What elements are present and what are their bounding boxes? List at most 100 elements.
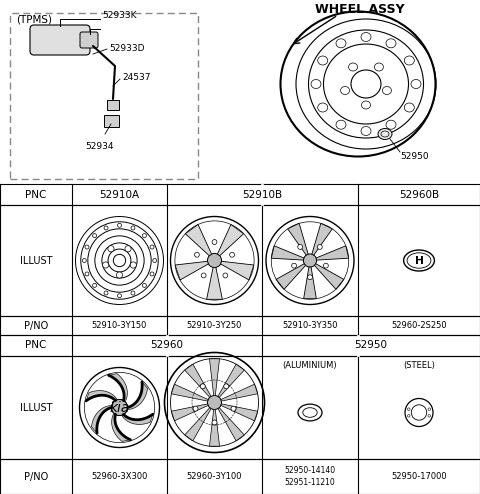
Polygon shape <box>304 267 316 299</box>
Text: (TPMS): (TPMS) <box>16 15 52 25</box>
Circle shape <box>125 246 131 252</box>
Circle shape <box>224 384 229 389</box>
Text: P/NO: P/NO <box>24 321 48 330</box>
Circle shape <box>231 406 236 411</box>
Circle shape <box>111 400 128 415</box>
Text: (ALUMINIUM): (ALUMINIUM) <box>283 361 337 370</box>
Ellipse shape <box>383 86 391 94</box>
Circle shape <box>83 258 86 262</box>
Circle shape <box>131 291 135 295</box>
Text: 52960-3Y100: 52960-3Y100 <box>187 472 242 481</box>
Polygon shape <box>209 410 219 446</box>
Circle shape <box>308 275 312 280</box>
Circle shape <box>118 294 121 298</box>
Circle shape <box>207 253 222 268</box>
Text: ILLUST: ILLUST <box>20 255 52 265</box>
Polygon shape <box>276 264 306 289</box>
Text: 52960: 52960 <box>151 340 183 351</box>
Text: 52933K: 52933K <box>102 11 136 20</box>
Circle shape <box>212 240 217 245</box>
Polygon shape <box>217 224 244 256</box>
Circle shape <box>118 223 121 227</box>
Polygon shape <box>209 359 219 396</box>
Polygon shape <box>185 408 211 441</box>
Ellipse shape <box>386 39 396 48</box>
Ellipse shape <box>336 120 346 129</box>
Text: PNC: PNC <box>25 340 47 351</box>
Circle shape <box>201 273 206 278</box>
Polygon shape <box>185 364 211 397</box>
Text: 52950-17000: 52950-17000 <box>391 472 447 481</box>
Polygon shape <box>127 382 147 410</box>
Ellipse shape <box>336 39 346 48</box>
Text: 52934: 52934 <box>86 142 114 151</box>
Circle shape <box>150 272 154 276</box>
Circle shape <box>428 414 431 417</box>
Circle shape <box>103 262 109 268</box>
Circle shape <box>93 234 96 238</box>
Text: (STEEL): (STEEL) <box>403 361 435 370</box>
Ellipse shape <box>361 33 371 41</box>
Ellipse shape <box>386 120 396 129</box>
Polygon shape <box>86 391 117 401</box>
Circle shape <box>324 263 328 268</box>
Polygon shape <box>221 404 258 421</box>
Text: 52950: 52950 <box>355 340 387 351</box>
Text: 52960-2S250: 52960-2S250 <box>391 321 447 330</box>
Ellipse shape <box>318 56 328 65</box>
Text: 52933D: 52933D <box>109 44 144 53</box>
Circle shape <box>111 400 128 415</box>
Circle shape <box>428 408 431 411</box>
Circle shape <box>131 226 135 230</box>
Circle shape <box>143 234 146 238</box>
Polygon shape <box>221 261 254 280</box>
Polygon shape <box>121 414 153 424</box>
Circle shape <box>303 254 317 267</box>
Ellipse shape <box>318 103 328 112</box>
Ellipse shape <box>411 80 421 88</box>
Polygon shape <box>185 224 212 256</box>
Circle shape <box>193 406 198 411</box>
Circle shape <box>223 273 228 278</box>
Circle shape <box>153 258 156 262</box>
Circle shape <box>200 384 205 389</box>
Polygon shape <box>91 406 112 433</box>
Circle shape <box>298 245 302 249</box>
Text: 52960-3X300: 52960-3X300 <box>91 472 148 481</box>
Polygon shape <box>288 223 308 255</box>
Circle shape <box>229 252 235 257</box>
Circle shape <box>212 420 217 425</box>
Polygon shape <box>171 404 208 421</box>
Circle shape <box>194 252 199 257</box>
Polygon shape <box>221 384 258 401</box>
Text: 52910A: 52910A <box>99 190 140 200</box>
Text: ILLUST: ILLUST <box>20 403 52 412</box>
Polygon shape <box>314 264 344 289</box>
Circle shape <box>104 226 108 230</box>
Text: 52910B: 52910B <box>242 190 283 200</box>
Circle shape <box>117 272 122 278</box>
Polygon shape <box>171 384 208 401</box>
Polygon shape <box>175 261 208 280</box>
Circle shape <box>408 414 410 417</box>
Text: 24537: 24537 <box>122 74 151 82</box>
Ellipse shape <box>361 101 371 109</box>
Ellipse shape <box>311 80 321 88</box>
Ellipse shape <box>404 56 414 65</box>
Text: P/NO: P/NO <box>24 471 48 482</box>
Circle shape <box>408 408 410 411</box>
Circle shape <box>292 263 297 268</box>
Circle shape <box>108 246 114 252</box>
Text: kia: kia <box>109 401 130 414</box>
Ellipse shape <box>348 63 358 71</box>
Text: 52910-3Y350: 52910-3Y350 <box>282 321 338 330</box>
Circle shape <box>93 284 96 288</box>
Ellipse shape <box>361 126 371 135</box>
Text: 52910-3Y150: 52910-3Y150 <box>92 321 147 330</box>
Circle shape <box>85 245 89 249</box>
FancyBboxPatch shape <box>107 100 119 110</box>
Text: H: H <box>415 255 423 265</box>
Text: 52910-3Y250: 52910-3Y250 <box>187 321 242 330</box>
Text: 52960B: 52960B <box>399 190 439 200</box>
FancyBboxPatch shape <box>104 115 119 127</box>
